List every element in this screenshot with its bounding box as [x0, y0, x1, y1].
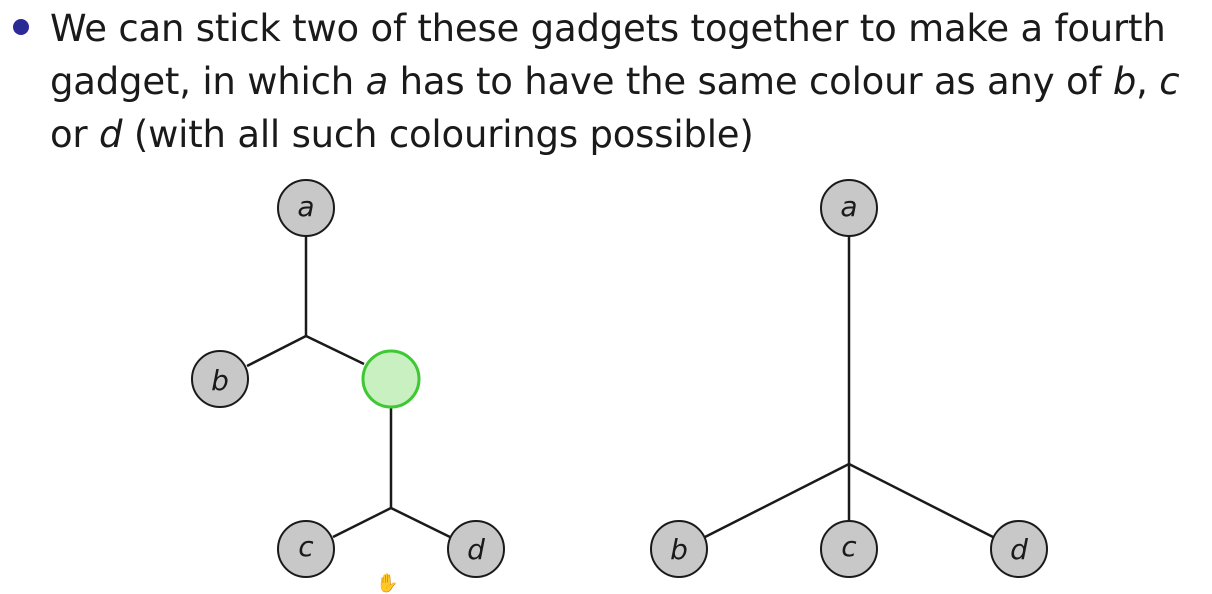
right-node-b-label: b — [670, 533, 688, 566]
bullet-line-2-text-b: has to have the same colour as any of — [388, 60, 1113, 103]
left-node-c: c — [277, 520, 335, 578]
bullet-line-3-text-b: (with all such colourings possible) — [122, 113, 754, 156]
left-node-a: a — [277, 179, 335, 237]
left-node-d: d — [447, 520, 505, 578]
edge-junction-bottom-d — [390, 506, 451, 539]
right-node-c-label: c — [841, 530, 857, 563]
left-gadget — [246, 236, 451, 539]
edge-junction-bottom-c — [332, 506, 392, 539]
bullet-line-3-text-a: or — [50, 113, 100, 156]
bullet-line-1: We can stick two of these gadgets togeth… — [50, 2, 1200, 55]
right-node-b: b — [650, 520, 708, 578]
var-d: d — [99, 113, 123, 156]
edge-junction-top-green — [305, 334, 365, 366]
left-node-c-label: c — [298, 530, 314, 563]
var-c: c — [1159, 60, 1180, 103]
var-a: a — [365, 60, 389, 103]
right-node-c: c — [820, 520, 878, 578]
right-node-a-label: a — [840, 190, 857, 223]
bullet-icon — [13, 19, 29, 35]
bullet-line-2: gadget, in which a has to have the same … — [50, 55, 1200, 108]
left-node-d-label: d — [467, 533, 485, 566]
edge-center-d — [848, 462, 994, 539]
left-node-green — [361, 349, 421, 409]
edge-center-b — [704, 462, 850, 539]
right-node-d-label: d — [1010, 533, 1028, 566]
left-node-b: b — [191, 350, 249, 408]
right-node-a: a — [820, 179, 878, 237]
edge-junction-top-b — [246, 334, 307, 368]
right-gadget — [704, 236, 994, 539]
hand-cursor-icon: ✋ — [376, 573, 399, 594]
bullet-line-3: or d (with all such colourings possible) — [50, 108, 1200, 161]
left-node-b-label: b — [211, 364, 229, 397]
bullet-text: We can stick two of these gadgets togeth… — [50, 2, 1200, 161]
bullet-line-1-text: We can stick two of these gadgets togeth… — [50, 7, 1166, 50]
right-node-d: d — [990, 520, 1048, 578]
bullet-line-2-text-a: gadget, in which — [50, 60, 366, 103]
bullet-line-2-text-c: , — [1136, 60, 1160, 103]
left-node-a-label: a — [297, 190, 314, 223]
var-b: b — [1112, 60, 1137, 103]
